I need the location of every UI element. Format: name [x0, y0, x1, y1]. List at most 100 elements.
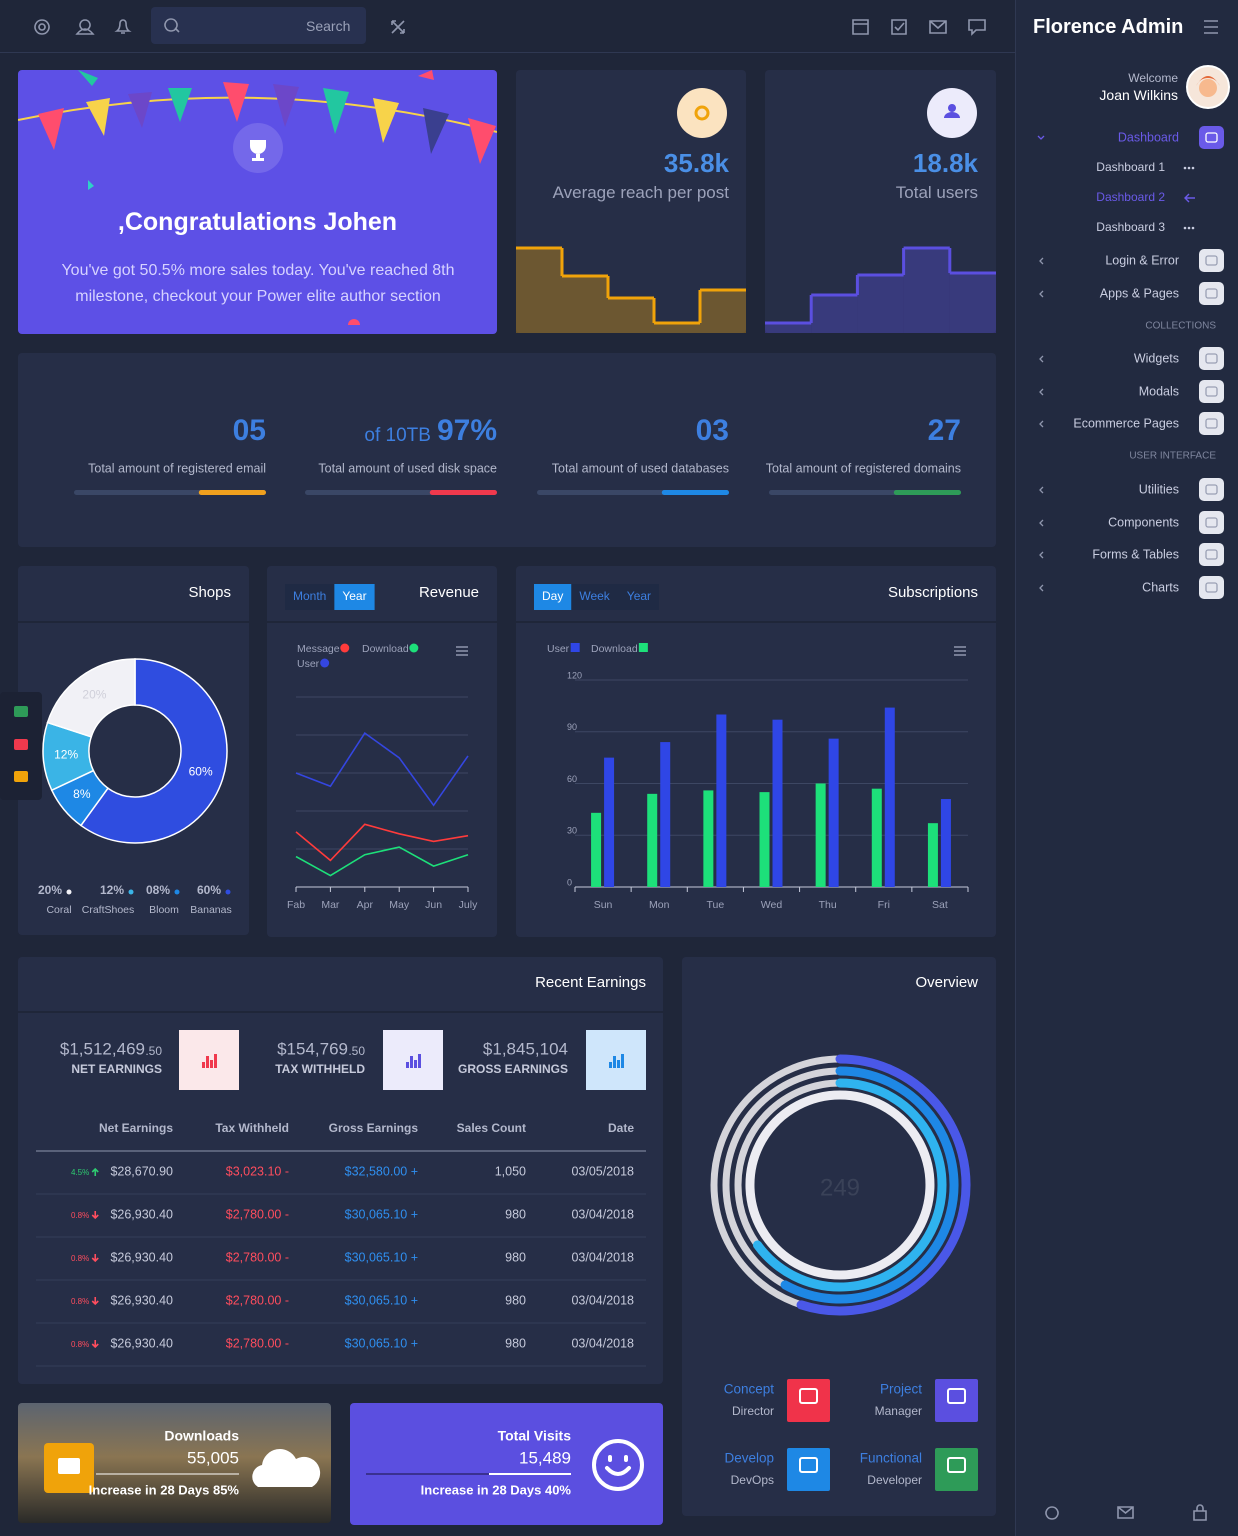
stat-value: 35.8k [663, 148, 729, 178]
user-name[interactable]: Joan Wilkins [1099, 87, 1178, 103]
team-icon[interactable] [935, 1379, 978, 1422]
summary-glyph [406, 1062, 409, 1068]
team-name[interactable]: Concept [724, 1382, 775, 1397]
menu-glyph [1205, 549, 1218, 560]
change-badge: 0.8% [71, 1340, 89, 1349]
tab-label[interactable]: Month [293, 589, 326, 603]
menu-icon[interactable] [1199, 126, 1224, 149]
search-placeholder[interactable]: Search [306, 18, 351, 34]
toolbar-icon[interactable] [14, 771, 28, 782]
settings-icon[interactable] [1045, 1506, 1059, 1520]
menu-item[interactable]: Login & Error [1105, 253, 1179, 267]
submenu-item[interactable]: Dashboard 2 [1096, 190, 1165, 204]
tab-label[interactable]: Year [627, 589, 651, 603]
chat-icon[interactable] [968, 19, 986, 36]
menu-item[interactable]: Components [1108, 515, 1179, 529]
submenu-item[interactable]: Dashboard 3 [1096, 220, 1165, 234]
arrow-up [91, 1167, 99, 1176]
team-icon[interactable] [935, 1448, 978, 1491]
usage-value: 97% [437, 414, 497, 447]
chevron [1039, 420, 1044, 428]
usage-value: 05 [233, 414, 266, 447]
lock-icon[interactable] [1193, 1504, 1207, 1521]
date: 03/04/2018 [571, 1207, 634, 1221]
step-area [562, 276, 608, 333]
decoration [373, 98, 399, 143]
menu-item[interactable]: Charts [1142, 580, 1179, 594]
tab-label[interactable]: Day [542, 589, 563, 603]
menu-icon[interactable] [1199, 412, 1224, 435]
menu-icon[interactable] [1199, 478, 1224, 501]
brand[interactable]: Florence Admin [1033, 16, 1184, 38]
menu-icon[interactable] [1199, 511, 1224, 534]
menu-item[interactable]: Widgets [1134, 351, 1179, 365]
submenu-item[interactable]: Dashboard 1 [1096, 160, 1165, 174]
bar [940, 799, 951, 887]
team-name[interactable]: Functional [860, 1451, 922, 1466]
mail-icon[interactable] [929, 20, 947, 34]
team-name[interactable]: Project [880, 1382, 922, 1397]
menu-icon[interactable] [1199, 380, 1224, 403]
menu-item[interactable]: Modals [1139, 384, 1179, 398]
tab-label[interactable]: Week [579, 589, 610, 603]
team-icon[interactable] [787, 1448, 830, 1491]
menu-item[interactable]: Forms & Tables [1092, 547, 1179, 561]
menu-icon[interactable] [1199, 347, 1224, 370]
team-name[interactable]: Develop [724, 1451, 774, 1466]
calendar-icon[interactable] [852, 19, 869, 35]
change-badge: 4.5% [71, 1168, 89, 1177]
tab-button[interactable] [571, 584, 619, 610]
menu-icon[interactable] [1199, 576, 1224, 599]
team-icon[interactable] [787, 1379, 830, 1422]
search-icon[interactable] [164, 18, 180, 33]
downloads-value: 55,005 [187, 1448, 239, 1467]
step-area [949, 273, 996, 333]
settings-icon[interactable] [34, 19, 50, 35]
card-title: Overview [915, 974, 978, 991]
bar [591, 812, 602, 887]
menu-glyph [1205, 353, 1218, 364]
progress-fill [198, 490, 266, 495]
menu-icon[interactable] [1199, 282, 1224, 305]
menu-glyph [1205, 582, 1218, 593]
bell-icon[interactable] [114, 19, 132, 34]
menu-icon[interactable] [1204, 20, 1218, 34]
change-badge: 0.8% [71, 1211, 89, 1220]
usage-label: Total amount of registered domains [766, 461, 961, 475]
menu-item[interactable]: Apps & Pages [1100, 286, 1179, 300]
legend-value: 20% [38, 883, 62, 897]
chart-menu[interactable] [456, 646, 468, 656]
tasks-icon[interactable] [891, 19, 907, 35]
team-role: Developer [867, 1473, 922, 1487]
card-title: Subscriptions [888, 584, 978, 601]
menu-item[interactable]: Dashboard [1118, 130, 1179, 144]
x-tick-label: Fri [878, 899, 890, 911]
tab-label[interactable]: Year [342, 589, 366, 603]
tab-button[interactable] [285, 584, 335, 610]
profile-icon[interactable] [75, 19, 95, 35]
fullscreen-icon[interactable] [391, 20, 405, 34]
slice-label: 12% [54, 748, 78, 762]
menu-icon[interactable] [1199, 543, 1224, 566]
search-box[interactable] [151, 7, 366, 44]
toolbar-icon[interactable] [14, 706, 28, 717]
legend-value: 12% [100, 883, 124, 897]
mail-icon[interactable] [1117, 1506, 1134, 1519]
stat-value: 18.8k [912, 148, 978, 178]
menu-item[interactable]: Utilities [1139, 482, 1179, 496]
legend-value: 60% [197, 883, 221, 897]
legend-label: CraftShoes [82, 904, 135, 916]
chart-menu[interactable] [954, 646, 966, 656]
toolbar-icon[interactable] [14, 739, 28, 750]
tab-button[interactable] [334, 584, 375, 610]
menu-item[interactable]: Ecommerce Pages [1073, 416, 1179, 430]
downloads-note: Increase in 28 Days 85% [89, 1482, 240, 1497]
welcome: Welcome [1128, 71, 1178, 85]
team-glyph [799, 1457, 818, 1473]
more-dot [1191, 226, 1195, 230]
tab-button[interactable] [534, 584, 572, 610]
legend-label: Download [362, 643, 409, 655]
menu-icon[interactable] [1199, 249, 1224, 272]
bar [815, 783, 826, 887]
tab-button[interactable] [618, 584, 660, 610]
